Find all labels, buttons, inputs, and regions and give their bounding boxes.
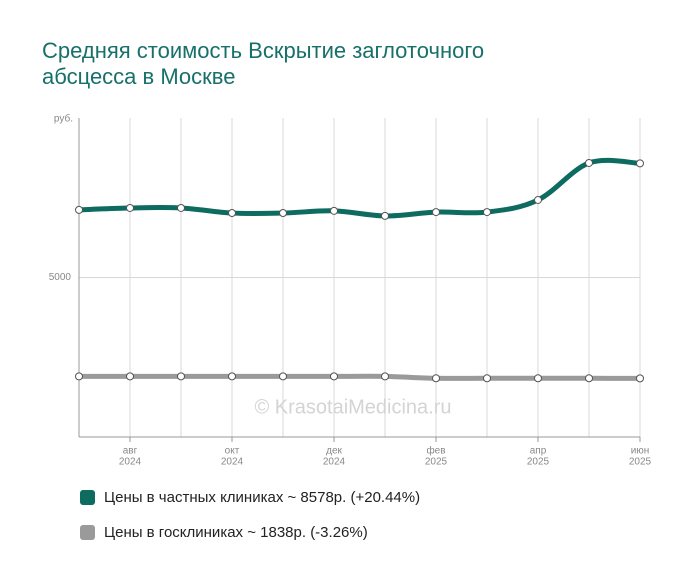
x-tick-label: 2025 bbox=[629, 457, 652, 468]
x-tick-label: апр bbox=[530, 446, 547, 457]
legend-label: Цены в госклиниках ~ 1838р. (-3.26%) bbox=[104, 524, 368, 541]
series-line bbox=[76, 157, 643, 219]
point bbox=[381, 372, 389, 381]
point bbox=[483, 208, 491, 217]
y-tick-label: 5000 bbox=[49, 272, 72, 283]
point bbox=[483, 374, 491, 383]
point bbox=[279, 209, 287, 218]
point bbox=[330, 206, 338, 215]
point bbox=[228, 372, 236, 381]
point bbox=[585, 374, 593, 383]
x-tick-label: 2025 bbox=[425, 457, 448, 468]
y-unit: руб. bbox=[54, 113, 73, 125]
legend-swatch bbox=[80, 525, 95, 540]
x-tick-label: июн bbox=[631, 446, 650, 457]
point bbox=[636, 159, 644, 168]
point bbox=[636, 374, 644, 383]
series-line bbox=[76, 373, 643, 381]
x-tick-label: 2024 bbox=[119, 457, 142, 468]
point bbox=[75, 205, 83, 214]
point bbox=[534, 374, 542, 383]
legend-swatch bbox=[80, 490, 95, 505]
legend-label: Цены в частных клиниках ~ 8578р. (+20.44… bbox=[104, 489, 420, 506]
point bbox=[75, 372, 83, 381]
point bbox=[177, 203, 185, 212]
point bbox=[126, 203, 134, 212]
chart-title: Средняя стоимость Вскрытие заглоточного … bbox=[42, 38, 485, 89]
x-tick-label: 2024 bbox=[323, 457, 346, 468]
point bbox=[126, 372, 134, 381]
point bbox=[177, 372, 185, 381]
x-tick-label: окт bbox=[225, 446, 240, 457]
point bbox=[330, 372, 338, 381]
point bbox=[381, 211, 389, 220]
point bbox=[534, 195, 542, 204]
point bbox=[228, 209, 236, 218]
point bbox=[432, 208, 440, 217]
point bbox=[432, 374, 440, 383]
point bbox=[585, 158, 593, 167]
point bbox=[279, 372, 287, 381]
x-tick-label: дек bbox=[326, 446, 342, 457]
x-tick-label: авг bbox=[123, 446, 138, 457]
x-tick-label: фев bbox=[426, 445, 445, 457]
watermark: © KrasotaiMedicina.ru bbox=[254, 396, 451, 418]
x-tick-label: 2025 bbox=[527, 457, 550, 468]
x-tick-label: 2024 bbox=[221, 457, 244, 468]
